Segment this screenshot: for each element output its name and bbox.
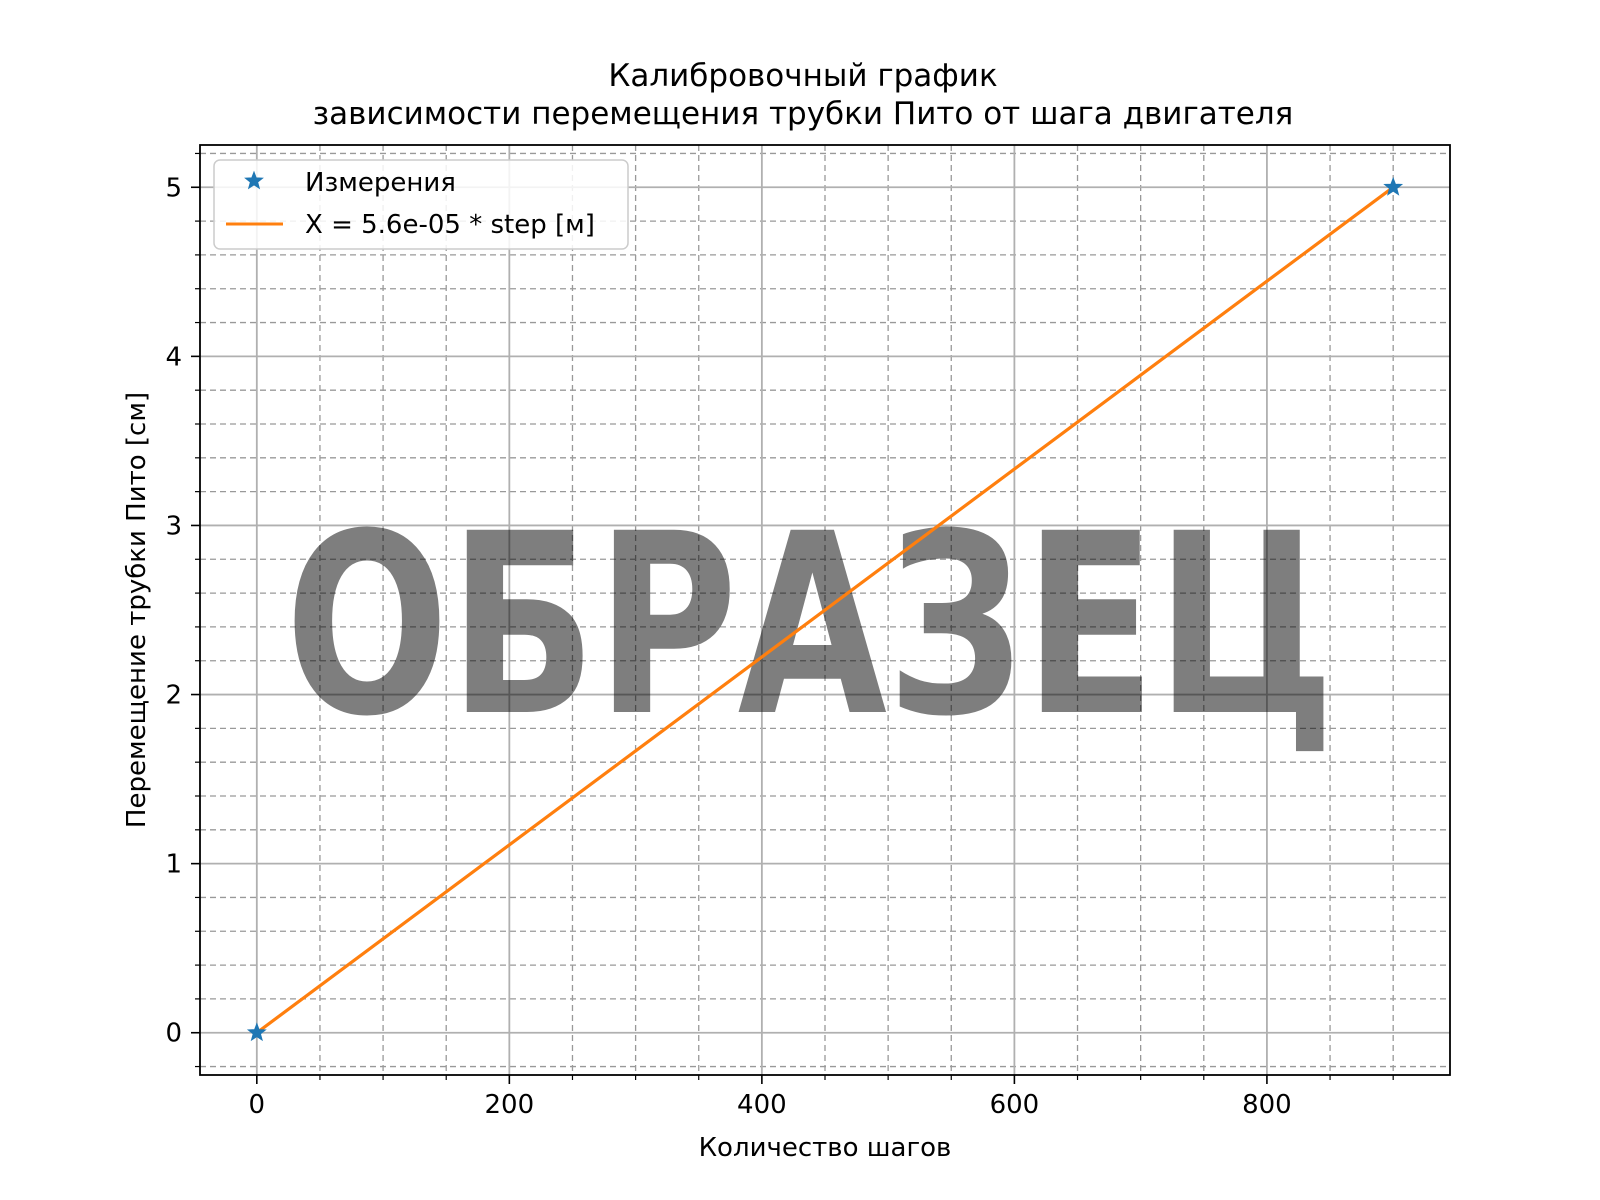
x-tick-label: 800 [1242, 1090, 1292, 1120]
y-tick-label: 4 [165, 342, 182, 372]
legend: Измерения X = 5.6e-05 * step [м] [213, 159, 629, 250]
measurement-star-marker [1383, 176, 1404, 196]
fit-line [254, 185, 1396, 1035]
legend-label-fit: X = 5.6e-05 * step [м] [305, 210, 595, 240]
x-axis-label: Количество шагов [699, 1133, 952, 1163]
x-axis-ticks: 0 200 400 600 800 [249, 1075, 1394, 1120]
y-tick-label: 2 [165, 681, 182, 711]
y-axis-ticks: 0 1 2 3 4 5 [165, 152, 200, 1068]
y-tick-label: 5 [165, 173, 182, 203]
x-tick-label: 400 [737, 1090, 787, 1120]
y-tick-label: 0 [165, 1019, 182, 1049]
legend-label-measurements: Измерения [305, 168, 456, 198]
chart-title-line2: зависимости перемещения трубки Пито от ш… [313, 96, 1294, 132]
y-axis-label: Перемещение трубки Пито [см] [122, 392, 152, 828]
chart-title-line1: Калибровочный график [608, 58, 997, 94]
x-tick-label: 600 [990, 1090, 1040, 1120]
y-tick-label: 1 [165, 850, 182, 880]
x-tick-label: 0 [249, 1090, 266, 1120]
measurement-star-marker [246, 1022, 267, 1042]
watermark-text: ОБРАЗЕЦ [285, 480, 1335, 771]
y-tick-label: 3 [165, 511, 182, 541]
x-tick-label: 200 [485, 1090, 535, 1120]
plot-frame [199, 144, 1451, 1076]
legend-box [213, 159, 629, 250]
series-layer [246, 176, 1404, 1042]
legend-star-marker [244, 170, 264, 190]
